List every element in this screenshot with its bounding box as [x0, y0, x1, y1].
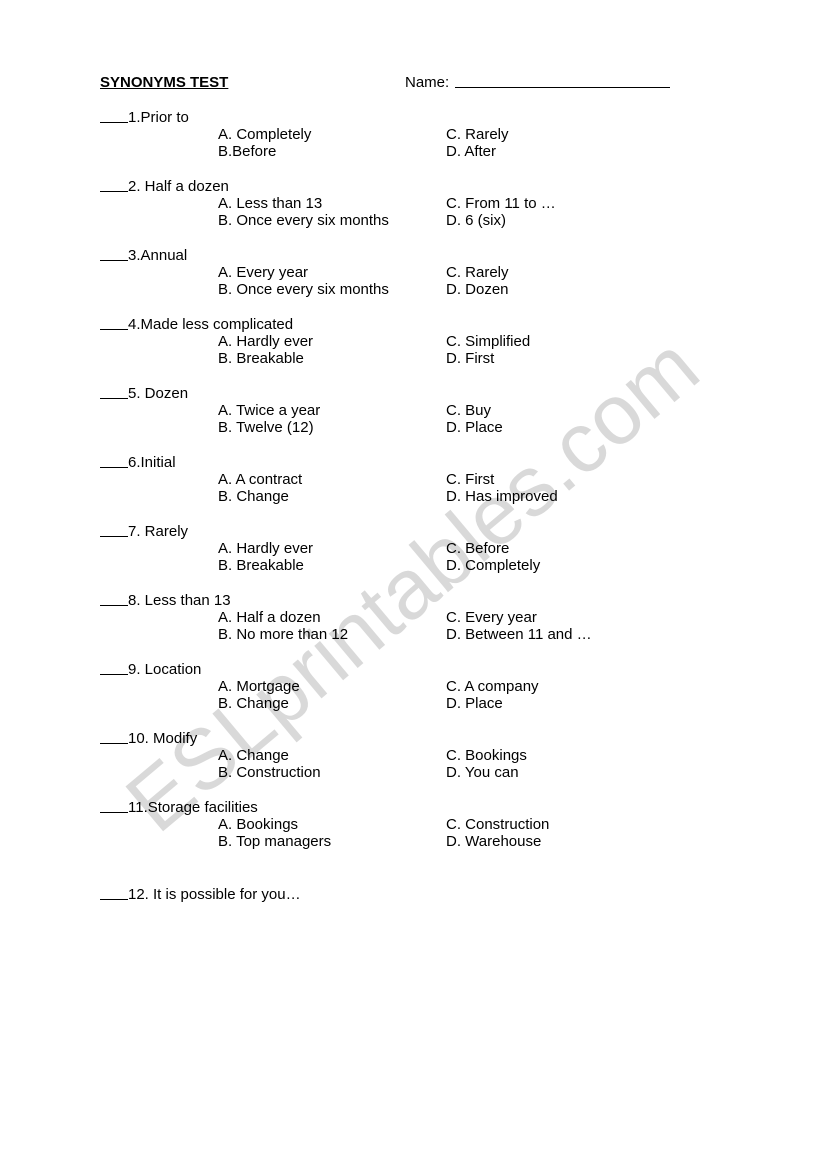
- option-c: C. Rarely: [446, 264, 726, 281]
- option-a: A. Half a dozen: [218, 609, 446, 626]
- option-c: C. Buy: [446, 402, 726, 419]
- question-text: 10. Modify: [128, 730, 726, 747]
- answer-blank[interactable]: [100, 178, 128, 195]
- name-blank-line[interactable]: [455, 87, 670, 88]
- answer-blank[interactable]: [100, 454, 128, 471]
- option-b: B. No more than 12: [218, 626, 446, 643]
- option-d: D. 6 (six): [446, 212, 726, 229]
- option-c: C. Before: [446, 540, 726, 557]
- question-text: 5. Dozen: [128, 385, 726, 402]
- option-d: D. Dozen: [446, 281, 726, 298]
- option-c: C. From 11 to …: [446, 195, 726, 212]
- question-10: 10. ModifyA. ChangeC. BookingsB. Constru…: [100, 730, 726, 781]
- question-3: 3.AnnualA. Every yearC. RarelyB. Once ev…: [100, 247, 726, 298]
- question-text: 4.Made less complicated: [128, 316, 726, 333]
- option-d: D. Has improved: [446, 488, 726, 505]
- option-a: A. Bookings: [218, 816, 446, 833]
- option-b: B. Change: [218, 695, 446, 712]
- document-content: SYNONYMS TEST Name: 1.Prior toA. Complet…: [100, 74, 726, 903]
- question-2: 2. Half a dozenA. Less than 13C. From 11…: [100, 178, 726, 229]
- answer-blank[interactable]: [100, 316, 128, 333]
- option-c: C. First: [446, 471, 726, 488]
- option-b: B. Breakable: [218, 350, 446, 367]
- answer-blank[interactable]: [100, 247, 128, 264]
- option-b: B. Construction: [218, 764, 446, 781]
- option-c: C. Rarely: [446, 126, 726, 143]
- option-b: B. Change: [218, 488, 446, 505]
- answer-blank[interactable]: [100, 385, 128, 402]
- question-text: 2. Half a dozen: [128, 178, 726, 195]
- option-d: D. After: [446, 143, 726, 160]
- option-d: D. Between 11 and …: [446, 626, 726, 643]
- option-a: A. A contract: [218, 471, 446, 488]
- option-a: A. Hardly ever: [218, 333, 446, 350]
- option-a: A. Change: [218, 747, 446, 764]
- option-d: D. Completely: [446, 557, 726, 574]
- question-4: 4.Made less complicatedA. Hardly everC. …: [100, 316, 726, 367]
- name-label: Name:: [405, 74, 449, 91]
- option-d: D. Place: [446, 419, 726, 436]
- question-5: 5. DozenA. Twice a yearC. BuyB. Twelve (…: [100, 385, 726, 436]
- question-text: 12. It is possible for you…: [128, 886, 726, 903]
- question-8: 8. Less than 13A. Half a dozenC. Every y…: [100, 592, 726, 643]
- answer-blank[interactable]: [100, 523, 128, 540]
- option-b: B.Before: [218, 143, 446, 160]
- option-c: C. A company: [446, 678, 726, 695]
- question-text: 11.Storage facilities: [128, 799, 726, 816]
- test-title: SYNONYMS TEST: [100, 74, 405, 91]
- option-b: B. Once every six months: [218, 212, 446, 229]
- answer-blank[interactable]: [100, 730, 128, 747]
- option-d: D. You can: [446, 764, 726, 781]
- option-d: D. First: [446, 350, 726, 367]
- option-c: C. Construction: [446, 816, 726, 833]
- name-field-container: Name:: [405, 74, 670, 91]
- answer-blank[interactable]: [100, 799, 128, 816]
- option-b: B. Top managers: [218, 833, 446, 850]
- question-9: 9. LocationA. MortgageC. A companyB. Cha…: [100, 661, 726, 712]
- answer-blank[interactable]: [100, 886, 128, 903]
- option-a: A. Hardly ever: [218, 540, 446, 557]
- question-11: 11.Storage facilitiesA. BookingsC. Const…: [100, 799, 726, 850]
- option-c: C. Simplified: [446, 333, 726, 350]
- option-b: B. Breakable: [218, 557, 446, 574]
- answer-blank[interactable]: [100, 109, 128, 126]
- question-1: 1.Prior toA. CompletelyC. RarelyB.Before…: [100, 109, 726, 160]
- option-d: D. Place: [446, 695, 726, 712]
- option-a: A. Mortgage: [218, 678, 446, 695]
- question-6: 6.InitialA. A contractC. FirstB. ChangeD…: [100, 454, 726, 505]
- option-a: A. Twice a year: [218, 402, 446, 419]
- question-text: 6.Initial: [128, 454, 726, 471]
- question-7: 7. RarelyA. Hardly everC. BeforeB. Break…: [100, 523, 726, 574]
- option-c: C. Bookings: [446, 747, 726, 764]
- question-12: 12. It is possible for you…: [100, 886, 726, 903]
- option-d: D. Warehouse: [446, 833, 726, 850]
- question-text: 1.Prior to: [128, 109, 726, 126]
- question-text: 7. Rarely: [128, 523, 726, 540]
- option-c: C. Every year: [446, 609, 726, 626]
- question-text: 8. Less than 13: [128, 592, 726, 609]
- option-a: A. Less than 13: [218, 195, 446, 212]
- option-b: B. Once every six months: [218, 281, 446, 298]
- answer-blank[interactable]: [100, 592, 128, 609]
- question-text: 9. Location: [128, 661, 726, 678]
- option-b: B. Twelve (12): [218, 419, 446, 436]
- option-a: A. Every year: [218, 264, 446, 281]
- option-a: A. Completely: [218, 126, 446, 143]
- answer-blank[interactable]: [100, 661, 128, 678]
- question-text: 3.Annual: [128, 247, 726, 264]
